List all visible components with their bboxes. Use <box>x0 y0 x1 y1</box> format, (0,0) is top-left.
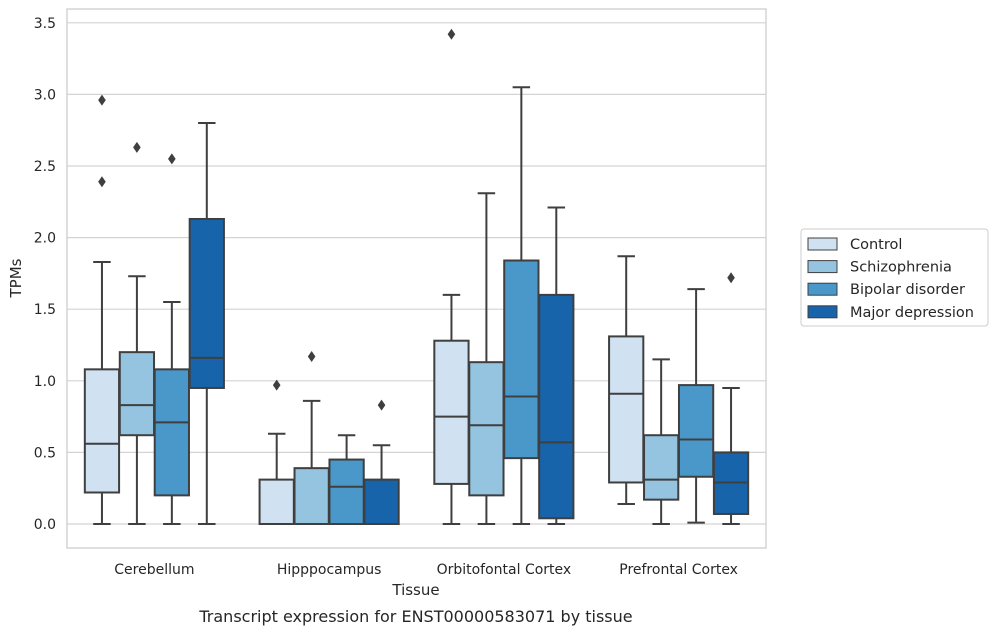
box-iqr <box>468 361 505 497</box>
box-iqr <box>258 478 295 525</box>
legend: Control Schizophrenia Bipolar disorder Majo… <box>800 228 989 327</box>
box-iqr <box>433 339 470 485</box>
box-iqr <box>83 368 121 494</box>
y-tick-label: 1.5 <box>34 302 56 318</box>
boxes-layer <box>83 28 750 526</box>
legend-frame <box>800 228 989 327</box>
outlier-point <box>98 176 106 188</box>
legend-label: Schizophrenia <box>850 260 952 276</box>
plot-frame <box>66 8 767 549</box>
legend-label: Bipolar disorder <box>850 282 965 298</box>
outlier-point <box>133 141 141 153</box>
box-group <box>503 86 540 525</box>
outlier-point <box>377 399 386 411</box>
box-iqr <box>363 478 400 525</box>
box-group <box>118 141 156 525</box>
box-group <box>712 272 750 525</box>
x-tick-label: Hipppocampus <box>277 562 382 578</box>
box-group <box>608 255 645 505</box>
y-tick-label: 2.0 <box>34 231 56 247</box>
box-group <box>258 379 295 525</box>
outlier-point <box>307 350 316 362</box>
box-iqr <box>328 458 365 525</box>
x-axis-label: Tissue <box>391 581 439 599</box>
legend-swatch <box>807 305 838 319</box>
y-axis-label: TPMs <box>7 258 25 298</box>
legend-label: Major depression <box>850 305 974 321</box>
box-group <box>433 28 470 525</box>
outlier-point <box>447 28 456 40</box>
legend-label: Control <box>850 237 902 253</box>
x-tick-label: Orbitofontal Cortex <box>437 562 572 578</box>
y-tick-label: 3.5 <box>34 16 56 32</box>
x-tick-label: Cerebellum <box>114 562 194 578</box>
box-group <box>188 122 225 525</box>
legend-swatch <box>807 260 838 274</box>
box-iqr <box>153 368 190 497</box>
box-iqr <box>188 217 225 389</box>
y-tick-label: 0.5 <box>34 445 56 461</box>
x-tick-label: Prefrontal Cortex <box>619 562 738 578</box>
outlier-point <box>272 379 281 391</box>
box-iqr <box>118 351 156 437</box>
x-tick-labels: Cerebellum Hipppocampus Orbitofontal Corte… <box>114 562 738 578</box>
y-tick-label: 1.0 <box>34 374 56 390</box>
box-group <box>83 94 121 525</box>
outlier-point <box>727 272 735 284</box>
box-group <box>328 434 365 525</box>
box-iqr <box>503 259 540 460</box>
box-iqr <box>538 293 575 520</box>
y-tick-label: 3.0 <box>34 87 56 103</box>
y-tick-label: 0.0 <box>34 517 56 533</box>
y-tick-label: 2.5 <box>34 159 56 175</box>
box-iqr <box>293 467 330 526</box>
box-iqr <box>677 384 715 478</box>
box-group <box>153 153 190 525</box>
box-iqr <box>608 335 645 484</box>
outlier-point <box>168 153 176 165</box>
box-iqr <box>643 434 680 501</box>
outlier-point <box>98 94 106 106</box>
box-group <box>538 206 575 525</box>
box-group <box>363 399 400 525</box>
box-group <box>468 192 505 525</box>
chart-caption: Transcript expression for ENST0000058307… <box>198 607 632 626</box>
legend-swatch <box>807 237 838 251</box>
box-group <box>677 288 715 524</box>
box-group <box>293 350 330 526</box>
box-group <box>643 358 680 525</box>
legend-swatch <box>807 282 838 296</box>
y-tick-labels: 0.0 0.5 1.0 1.5 2.0 2.5 3.0 3.5 <box>34 16 56 533</box>
